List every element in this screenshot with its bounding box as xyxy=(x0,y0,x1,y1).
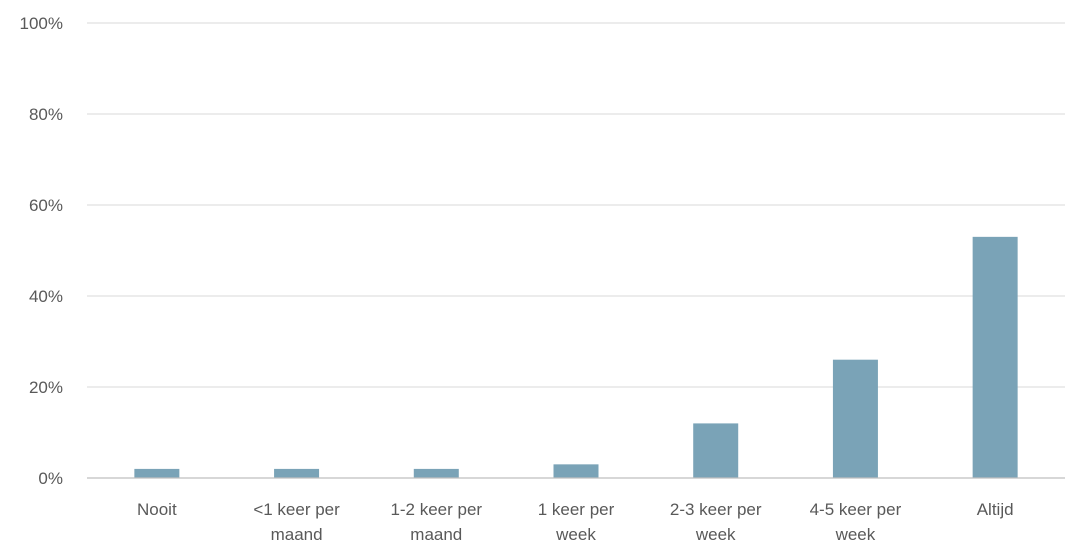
y-tick-label: 100% xyxy=(20,14,63,33)
x-tick-label: 4-5 keer per week xyxy=(810,500,902,544)
y-axis-ticks: 0% 20% 40% 60% 80% 100% xyxy=(20,14,63,488)
y-tick-label: 0% xyxy=(38,469,63,488)
bar xyxy=(413,468,459,478)
y-tick-label: 40% xyxy=(29,287,63,306)
bar xyxy=(134,468,180,478)
x-tick-label: Nooit xyxy=(137,500,177,519)
gridlines xyxy=(87,22,1065,388)
x-axis-ticks: Nooit <1 keer per maand 1-2 keer per maand 1 … xyxy=(137,500,1014,544)
bar xyxy=(693,423,739,478)
bar xyxy=(972,236,1018,478)
bars xyxy=(134,236,1018,478)
x-tick-label: 2-3 keer per week xyxy=(670,500,762,544)
bar xyxy=(553,464,599,478)
x-tick-label: <1 keer per maand xyxy=(253,500,340,544)
x-tick-label: 1-2 keer per maand xyxy=(390,500,482,544)
x-tick-label: 1 keer per week xyxy=(538,500,615,544)
bar xyxy=(832,359,878,478)
bar xyxy=(274,468,320,478)
x-tick-label: Altijd xyxy=(977,500,1014,519)
y-tick-label: 20% xyxy=(29,378,63,397)
y-tick-label: 80% xyxy=(29,105,63,124)
y-tick-label: 60% xyxy=(29,196,63,215)
